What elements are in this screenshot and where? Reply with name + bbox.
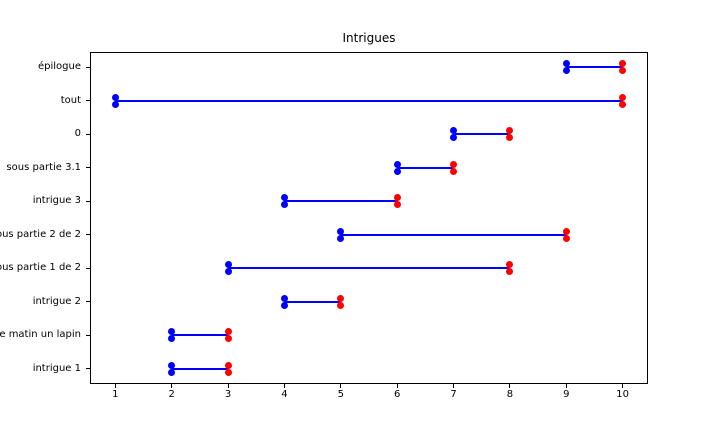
- x-tick-label: 6: [393, 389, 401, 400]
- end-marker-dot: [224, 335, 232, 343]
- end-marker-dot: [224, 328, 232, 336]
- y-tick-mark: [86, 267, 90, 269]
- x-tick-label: 3: [224, 389, 232, 400]
- start-marker-dot: [280, 301, 288, 309]
- start-marker-dot: [450, 127, 458, 135]
- x-tick-label: 10: [616, 389, 629, 400]
- plot-axes-box: [90, 52, 648, 384]
- end-marker-dot: [450, 160, 458, 168]
- start-marker-dot: [111, 100, 119, 108]
- start-marker-dot: [393, 167, 401, 175]
- y-tick-mark: [86, 200, 90, 202]
- start-marker-dot: [111, 93, 119, 101]
- start-marker-dot: [224, 268, 232, 276]
- start-marker-dot: [393, 160, 401, 168]
- start-marker-dot: [280, 201, 288, 209]
- y-tick-label: intrigue 3: [32, 195, 81, 207]
- start-marker-dot: [450, 134, 458, 142]
- start-marker-dot: [562, 66, 570, 74]
- y-tick-label: intrigue 2: [32, 295, 81, 307]
- end-marker-dot: [619, 93, 627, 101]
- x-tick-mark: [396, 384, 398, 388]
- range-line: [397, 166, 454, 169]
- y-tick-label: ous partie 1 de 2: [0, 262, 81, 274]
- end-marker-dot: [393, 201, 401, 209]
- x-tick-mark: [509, 384, 511, 388]
- range-line: [171, 334, 229, 337]
- end-marker-dot: [506, 134, 514, 142]
- end-marker-dot: [224, 362, 232, 369]
- end-marker-dot: [450, 167, 458, 175]
- start-marker-dot: [337, 227, 345, 235]
- y-tick-label: sous partie 3.1: [6, 161, 81, 173]
- start-marker-dot: [280, 194, 288, 202]
- end-marker-dot: [562, 234, 570, 242]
- start-marker-dot: [168, 328, 176, 336]
- start-marker-dot: [280, 294, 288, 302]
- end-marker-dot: [506, 261, 514, 269]
- range-line: [453, 133, 510, 136]
- y-tick-label: ous partie 2 de 2: [0, 228, 81, 240]
- range-line: [340, 233, 567, 236]
- start-marker-dot: [168, 362, 176, 369]
- y-tick-mark: [86, 66, 90, 68]
- range-line: [171, 367, 229, 370]
- start-marker-dot: [224, 261, 232, 269]
- range-line: [228, 267, 510, 270]
- end-marker-dot: [506, 127, 514, 135]
- start-marker-dot: [168, 335, 176, 343]
- y-tick-mark: [86, 234, 90, 236]
- end-marker-dot: [619, 100, 627, 108]
- range-line: [284, 200, 398, 203]
- end-marker-dot: [337, 294, 345, 302]
- end-marker-dot: [562, 227, 570, 235]
- start-marker-dot: [168, 368, 176, 376]
- end-marker-dot: [619, 60, 627, 68]
- end-marker-dot: [506, 268, 514, 276]
- chart-title: Intrigues: [342, 31, 396, 45]
- x-tick-label: 4: [281, 389, 288, 400]
- y-tick-mark: [86, 301, 90, 303]
- range-line: [284, 300, 341, 303]
- start-marker-dot: [562, 60, 570, 68]
- y-tick-mark: [86, 100, 90, 102]
- y-tick-label: tout: [60, 94, 81, 106]
- x-tick-label: 9: [563, 389, 570, 400]
- y-tick-label: intrigue 1: [32, 362, 81, 374]
- x-tick-mark: [622, 384, 624, 388]
- y-tick-label: e matin un lapin: [0, 329, 81, 341]
- x-tick-mark: [565, 384, 567, 388]
- x-tick-mark: [453, 384, 455, 388]
- end-marker-dot: [393, 194, 401, 202]
- x-tick-label: 8: [506, 389, 514, 400]
- x-tick-mark: [171, 384, 173, 388]
- y-tick-label: épilogue: [37, 61, 81, 73]
- y-tick-mark: [86, 133, 90, 135]
- y-tick-mark: [86, 334, 90, 336]
- range-line: [566, 66, 623, 69]
- x-tick-label: 5: [337, 389, 344, 400]
- start-marker-dot: [337, 234, 345, 242]
- end-marker-dot: [337, 301, 345, 309]
- x-tick-label: 7: [450, 389, 457, 400]
- range-line: [115, 99, 623, 102]
- end-marker-dot: [224, 368, 232, 376]
- x-tick-mark: [114, 384, 116, 388]
- x-tick-mark: [340, 384, 342, 388]
- y-tick-label: 0: [74, 128, 81, 140]
- end-marker-dot: [619, 66, 627, 74]
- x-tick-mark: [227, 384, 229, 388]
- x-tick-label: 2: [168, 389, 175, 400]
- x-tick-label: 1: [112, 389, 119, 400]
- y-tick-mark: [86, 368, 90, 370]
- y-tick-mark: [86, 167, 90, 169]
- x-tick-mark: [283, 384, 285, 388]
